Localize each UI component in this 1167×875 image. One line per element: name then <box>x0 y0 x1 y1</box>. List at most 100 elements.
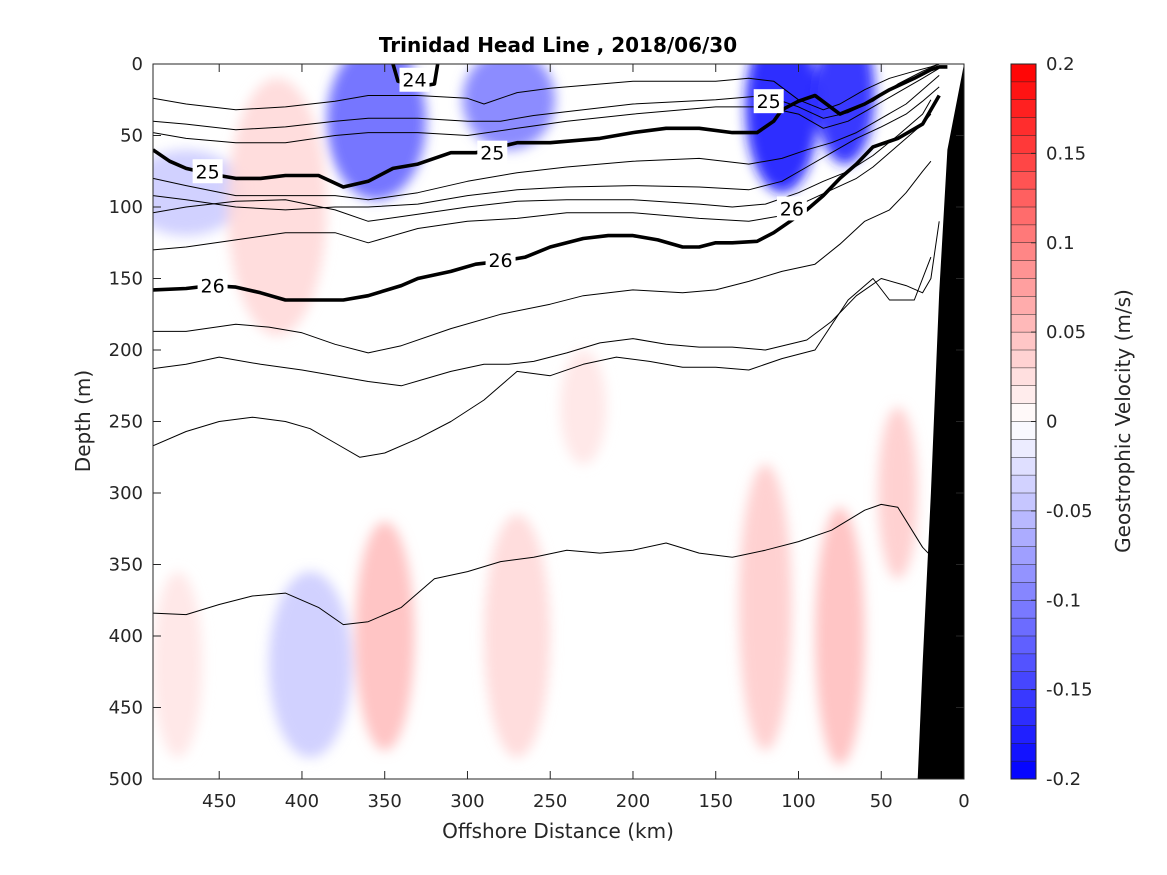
y-tick-label: 150 <box>109 269 143 290</box>
contour-label-bg <box>776 196 807 221</box>
colorbar-tick-label: 0.05 <box>1046 322 1086 343</box>
colorbar-band <box>1011 600 1036 619</box>
contour-label-bg <box>197 273 228 298</box>
isopycnal-line-8 <box>153 113 932 251</box>
velocity-blob-10 <box>738 464 792 751</box>
isopycnal-line-1 <box>153 64 940 111</box>
colorbar-band <box>1011 671 1036 691</box>
contour-label-25-3: 25 <box>753 89 784 114</box>
colorbar: 0.2 0.15 0.1 0.05 0 -0.05 -0.1 -0.15 -0.2 Geostr… <box>1010 54 1135 790</box>
colorbar-tick-label: 0.2 <box>1046 54 1075 75</box>
x-tick-label: 150 <box>699 791 733 812</box>
x-tick-label: 400 <box>285 791 319 812</box>
isopycnal-line-13 <box>153 503 940 626</box>
colorbar-tick-label: -0.1 <box>1046 590 1081 611</box>
contour-label-bg <box>477 140 508 165</box>
isopycnal-25-line <box>153 65 948 189</box>
y-axis-label: Depth (m) <box>71 370 95 472</box>
colorbar-band <box>1011 296 1036 315</box>
isopycnal-line-6 <box>153 86 940 211</box>
velocity-blob-3 <box>815 64 875 165</box>
colorbar-band <box>1011 242 1036 262</box>
y-tick-label: 50 <box>120 126 143 147</box>
colorbar-band <box>1011 350 1036 369</box>
colorbar-band <box>1011 528 1036 548</box>
y-tick-label: 300 <box>109 483 143 504</box>
colorbar-tick-label: 0 <box>1046 412 1057 433</box>
colorbar-band <box>1011 332 1036 351</box>
contour-labels: 24 25 25 25 26 26 26 <box>192 67 807 298</box>
contour-label-text: 24 <box>402 70 426 92</box>
x-axis-label: Offshore Distance (km) <box>442 819 674 843</box>
bathymetry-seafloor <box>917 64 964 779</box>
colorbar-band <box>1011 278 1036 297</box>
colorbar-band <box>1011 636 1036 655</box>
colorbar-band <box>1011 171 1036 190</box>
contour-label-25-1: 25 <box>192 159 223 184</box>
contour-label-text: 25 <box>480 143 504 165</box>
velocity-blob-12 <box>877 407 918 579</box>
colorbar-band <box>1011 153 1036 172</box>
colorbar-band <box>1011 385 1036 405</box>
velocity-blob-13 <box>153 571 203 758</box>
velocity-blob-7 <box>354 521 415 751</box>
colorbar-band <box>1011 439 1036 458</box>
colorbar-band <box>1011 653 1036 673</box>
contour-label-bg <box>485 247 516 272</box>
isopycnal-line-3 <box>153 67 940 144</box>
x-tick-label: 250 <box>533 791 567 812</box>
velocity-blob-1 <box>462 64 556 150</box>
x-tick-label: 50 <box>870 791 893 812</box>
isopycnal-line-10 <box>153 160 932 354</box>
colorbar-band <box>1011 457 1036 476</box>
contour-label-text: 26 <box>200 276 224 298</box>
y-tick-label: 400 <box>109 626 143 647</box>
isopycnal-line-5 <box>153 75 940 201</box>
y-axis-ticks: 0 50 100 150 200 250 300 350 400 450 500 <box>109 54 964 790</box>
colorbar-band <box>1011 207 1036 226</box>
colorbar-band <box>1011 64 1036 83</box>
contour-label-26-4: 26 <box>197 273 228 298</box>
contour-label-text: 25 <box>196 161 220 183</box>
x-tick-label: 0 <box>958 791 969 812</box>
colorbar-ticks: 0.2 0.15 0.1 0.05 0 -0.05 -0.1 -0.15 -0.2 <box>1031 54 1093 790</box>
colorbar-band <box>1011 582 1036 601</box>
contour-label-bg <box>399 67 430 92</box>
y-tick-label: 100 <box>109 197 143 218</box>
colorbar-band <box>1011 117 1036 136</box>
colorbar-band <box>1011 510 1036 530</box>
colorbar-band <box>1011 743 1036 762</box>
colorbar-band <box>1011 260 1036 279</box>
isopycnal-26-line <box>153 94 941 302</box>
colorbar-tick-label: -0.05 <box>1046 501 1093 522</box>
colorbar-band <box>1011 81 1036 101</box>
isopycnal-line-7 <box>153 99 932 222</box>
contour-label-text: 26 <box>488 250 512 272</box>
colorbar-band <box>1011 707 1036 726</box>
velocity-blob-9 <box>560 350 607 465</box>
x-axis-ticks: 450 400 350 300 250 200 150 100 50 0 <box>202 64 970 812</box>
isopycnal-line-11 <box>153 221 940 387</box>
colorbar-band <box>1011 135 1036 154</box>
colorbar-band <box>1011 761 1036 780</box>
colorbar-band <box>1011 618 1036 637</box>
isopycnal-contours <box>153 64 948 626</box>
colorbar-band <box>1011 421 1036 440</box>
colorbar-band <box>1011 725 1036 744</box>
plot-area: 24 25 25 25 26 26 26 450 400 350 300 250 200 150 100 5… <box>109 54 970 812</box>
y-tick-label: 200 <box>109 340 143 361</box>
colorbar-band <box>1011 546 1036 565</box>
colorbar-band <box>1011 224 1036 244</box>
velocity-blob-11 <box>815 507 865 765</box>
x-tick-label: 200 <box>616 791 650 812</box>
chart-title: Trinidad Head Line , 2018/06/30 <box>379 33 737 57</box>
colorbar-band <box>1011 475 1036 494</box>
contour-label-bg <box>192 159 223 184</box>
y-tick-label: 250 <box>109 412 143 433</box>
colorbar-band <box>1011 689 1036 708</box>
colorbar-bands <box>1011 63 1036 780</box>
colorbar-tick-label: -0.2 <box>1046 769 1081 790</box>
y-tick-label: 350 <box>109 555 143 576</box>
contour-label-text: 26 <box>780 198 804 220</box>
